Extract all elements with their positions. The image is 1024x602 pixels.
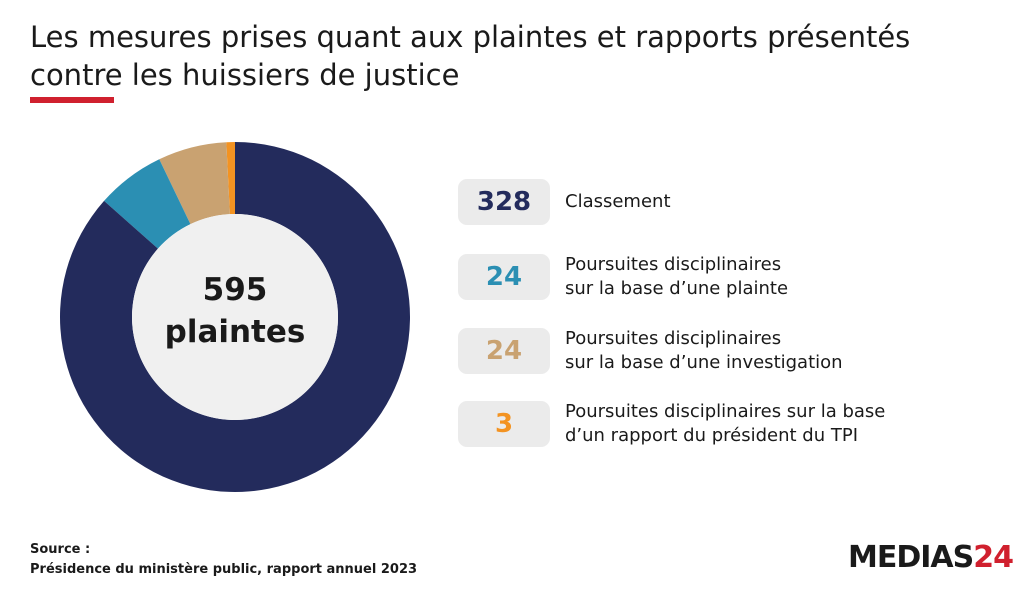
donut-segment — [159, 142, 230, 225]
legend-item: 24 Poursuites disciplinaires sur la base … — [458, 327, 843, 375]
legend-label: Poursuites disciplinaires sur la base d’… — [565, 328, 843, 373]
value-label: 24 — [458, 254, 550, 300]
title-underline — [30, 97, 114, 103]
legend-item: 3 Poursuites disciplinaires sur la base d… — [458, 400, 885, 448]
donut-segment — [59, 142, 410, 493]
legend-item: 328 Classement — [458, 179, 671, 225]
legend-item: 24 Poursuites disciplinaires sur la base … — [458, 253, 788, 301]
value-label: 328 — [458, 179, 550, 225]
legend-label: Classement — [565, 191, 671, 212]
logo-number: 24 — [973, 540, 1014, 575]
chart-title: Les mesures prises quant aux plaintes et… — [30, 20, 911, 92]
donut-segment — [104, 159, 191, 249]
center-label: plaintes — [165, 314, 306, 350]
source-label: Source : — [30, 542, 91, 557]
source: Source : Présidence du ministère public,… — [30, 540, 417, 580]
center-value: 595 — [203, 272, 268, 308]
source-text: Présidence du ministère public, rapport … — [30, 562, 418, 577]
logo: MEDIAS24 — [848, 540, 1014, 575]
donut-segment — [226, 142, 235, 215]
value-label: 3 — [458, 401, 550, 447]
legend-label: Poursuites disciplinaires sur la base d’… — [565, 401, 886, 446]
logo-text: MEDIAS — [848, 540, 974, 575]
legend-label: Poursuites disciplinaires sur la base d’… — [565, 254, 789, 299]
donut-hole — [132, 214, 338, 420]
value-label: 24 — [458, 328, 550, 374]
